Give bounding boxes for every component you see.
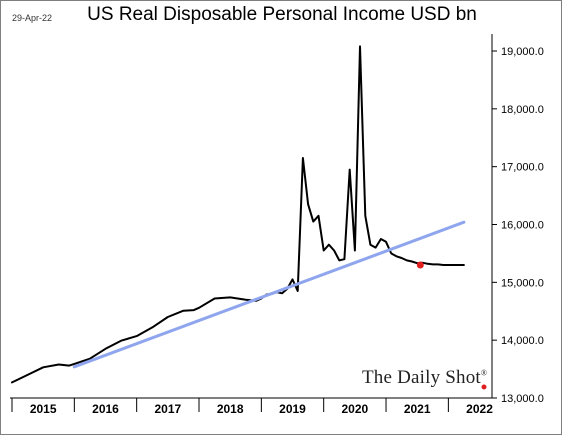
x-tick-label: 2020 <box>342 402 369 416</box>
x-tick-label: 2021 <box>404 402 431 416</box>
last-value-dot <box>416 261 424 269</box>
date-label: 29-Apr-22 <box>12 13 53 23</box>
chart-title: US Real Disposable Personal Income USD b… <box>87 4 477 25</box>
y-tick-label: 14,000.0 <box>501 335 544 347</box>
y-tick-label: 17,000.0 <box>501 162 544 174</box>
x-tick-label: 2015 <box>30 402 57 416</box>
y-tick-label: 18,000.0 <box>501 104 544 116</box>
watermark-text: The Daily Shot <box>362 367 481 388</box>
y-tick-label: 15,000.0 <box>501 277 544 289</box>
x-tick-label: 2016 <box>92 402 119 416</box>
y-tick-label: 13,000.0 <box>501 393 544 405</box>
daily-shot-watermark: The Daily Shot® <box>362 367 487 389</box>
watermark-dot <box>481 384 487 390</box>
trend-line <box>72 220 466 369</box>
x-tick-label: 2017 <box>154 402 181 416</box>
registered-mark: ® <box>480 368 488 378</box>
x-tick-label: 2019 <box>279 402 306 416</box>
x-tick-label: 2018 <box>217 402 244 416</box>
y-tick-label: 16,000.0 <box>501 220 544 232</box>
x-tick-label: 2022 <box>466 402 493 416</box>
income-line <box>11 45 465 384</box>
y-tick-label: 19,000.0 <box>501 46 544 58</box>
